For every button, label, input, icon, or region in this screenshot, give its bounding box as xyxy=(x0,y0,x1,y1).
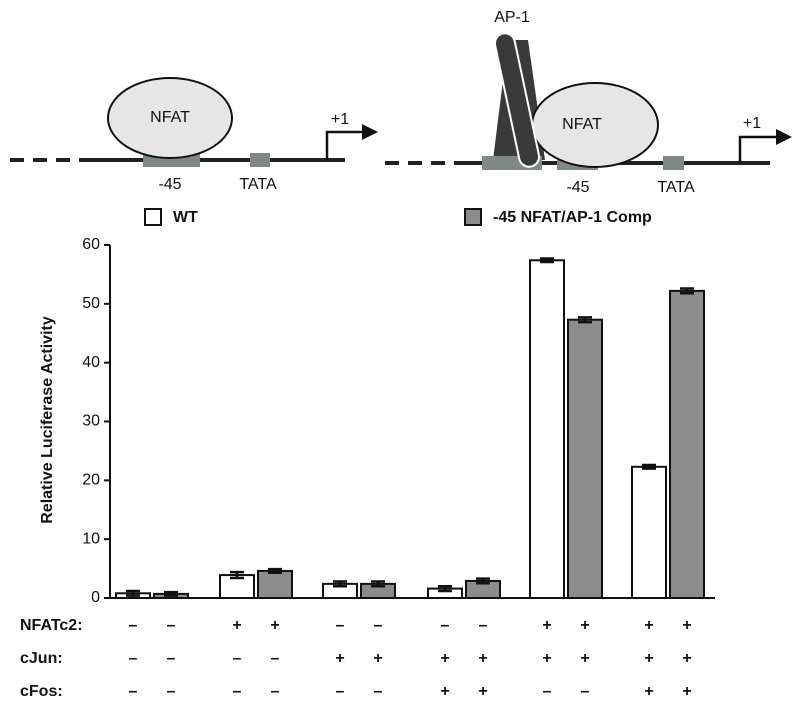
condition-sign: – xyxy=(543,683,552,700)
start-label: +1 xyxy=(331,111,349,128)
condition-sign: + xyxy=(478,683,487,700)
condition-sign: – xyxy=(479,617,488,634)
condition-sign: + xyxy=(440,650,449,667)
site-label: -45 xyxy=(566,179,589,196)
condition-sign: – xyxy=(233,683,242,700)
legend-label: -45 NFAT/AP-1 Comp xyxy=(493,209,652,226)
arrow-head xyxy=(362,124,378,140)
condition-sign: + xyxy=(682,617,691,634)
condition-sign: + xyxy=(542,617,551,634)
right-diagram: AP-1 NFAT -45 TATA +1 xyxy=(385,9,792,196)
condition-sign: – xyxy=(441,617,450,634)
nfat-label: NFAT xyxy=(562,116,602,133)
legend-swatch xyxy=(464,208,482,226)
y-tick-label: 50 xyxy=(82,295,100,312)
condition-sign: + xyxy=(335,650,344,667)
legend-label: WT xyxy=(173,209,198,226)
condition-sign: – xyxy=(167,683,176,700)
error-bar xyxy=(268,567,282,574)
condition-sign: + xyxy=(542,650,551,667)
condition-sign: – xyxy=(336,683,345,700)
condition-sign: + xyxy=(644,650,653,667)
bar xyxy=(567,318,603,599)
condition-sign: – xyxy=(129,683,138,700)
condition-sign: + xyxy=(270,617,279,634)
ap1-label: AP-1 xyxy=(494,9,530,26)
start-arrow xyxy=(738,135,778,163)
bar xyxy=(257,569,293,599)
y-tick-label: 10 xyxy=(82,530,100,547)
start-arrow xyxy=(325,130,365,160)
error-bar xyxy=(476,577,490,585)
error-bar xyxy=(540,257,554,264)
error-bar xyxy=(126,589,140,597)
nfat-ellipse xyxy=(107,77,233,159)
condition-sign: – xyxy=(374,683,383,700)
ap1-subunit xyxy=(493,32,541,168)
error-bar xyxy=(333,580,347,588)
condition-sign: + xyxy=(440,683,449,700)
y-tick-label: 30 xyxy=(82,413,100,430)
error-bar xyxy=(438,584,452,593)
y-tick-label: 60 xyxy=(82,236,100,253)
y-tick-label: 0 xyxy=(91,589,100,606)
bar xyxy=(631,465,667,599)
tata-box xyxy=(250,153,270,167)
condition-sign: – xyxy=(374,617,383,634)
y-axis-label: Relative Luciferase Activity xyxy=(39,316,56,524)
condition-sign: – xyxy=(167,650,176,667)
condition-sign: + xyxy=(232,617,241,634)
error-bar xyxy=(680,287,694,295)
condition-sign: + xyxy=(373,650,382,667)
tata-label: TATA xyxy=(239,176,277,193)
condition-sign: + xyxy=(682,683,691,700)
condition-sign: – xyxy=(336,617,345,634)
start-label: +1 xyxy=(743,115,761,132)
nfat-label: NFAT xyxy=(150,109,190,126)
condition-sign: + xyxy=(580,650,589,667)
condition-sign: + xyxy=(580,617,589,634)
tata-box xyxy=(663,156,684,170)
condition-label: NFATc2: xyxy=(20,617,83,634)
legend-swatch xyxy=(144,208,162,226)
condition-sign: + xyxy=(682,650,691,667)
left-diagram: NFAT -45 TATA +1 xyxy=(10,77,378,193)
error-bar xyxy=(578,316,592,324)
condition-sign: + xyxy=(644,683,653,700)
y-tick-label: 40 xyxy=(82,354,100,371)
tata-label: TATA xyxy=(657,179,695,196)
error-bar xyxy=(642,463,656,470)
condition-label: cFos: xyxy=(20,683,63,700)
condition-sign: – xyxy=(581,683,590,700)
error-bar xyxy=(371,580,385,588)
condition-sign: + xyxy=(478,650,487,667)
condition-sign: – xyxy=(271,683,280,700)
arrow-head xyxy=(776,129,792,145)
error-bar xyxy=(230,570,244,580)
condition-sign: + xyxy=(644,617,653,634)
condition-label: cJun: xyxy=(20,650,63,667)
bar xyxy=(529,259,565,599)
condition-sign: – xyxy=(129,650,138,667)
condition-sign: – xyxy=(233,650,242,667)
site-label: -45 xyxy=(158,176,181,193)
condition-sign: – xyxy=(129,617,138,634)
condition-sign: – xyxy=(271,650,280,667)
error-bar xyxy=(164,590,178,597)
bar xyxy=(669,289,705,599)
condition-sign: – xyxy=(167,617,176,634)
y-tick-label: 20 xyxy=(82,472,100,489)
